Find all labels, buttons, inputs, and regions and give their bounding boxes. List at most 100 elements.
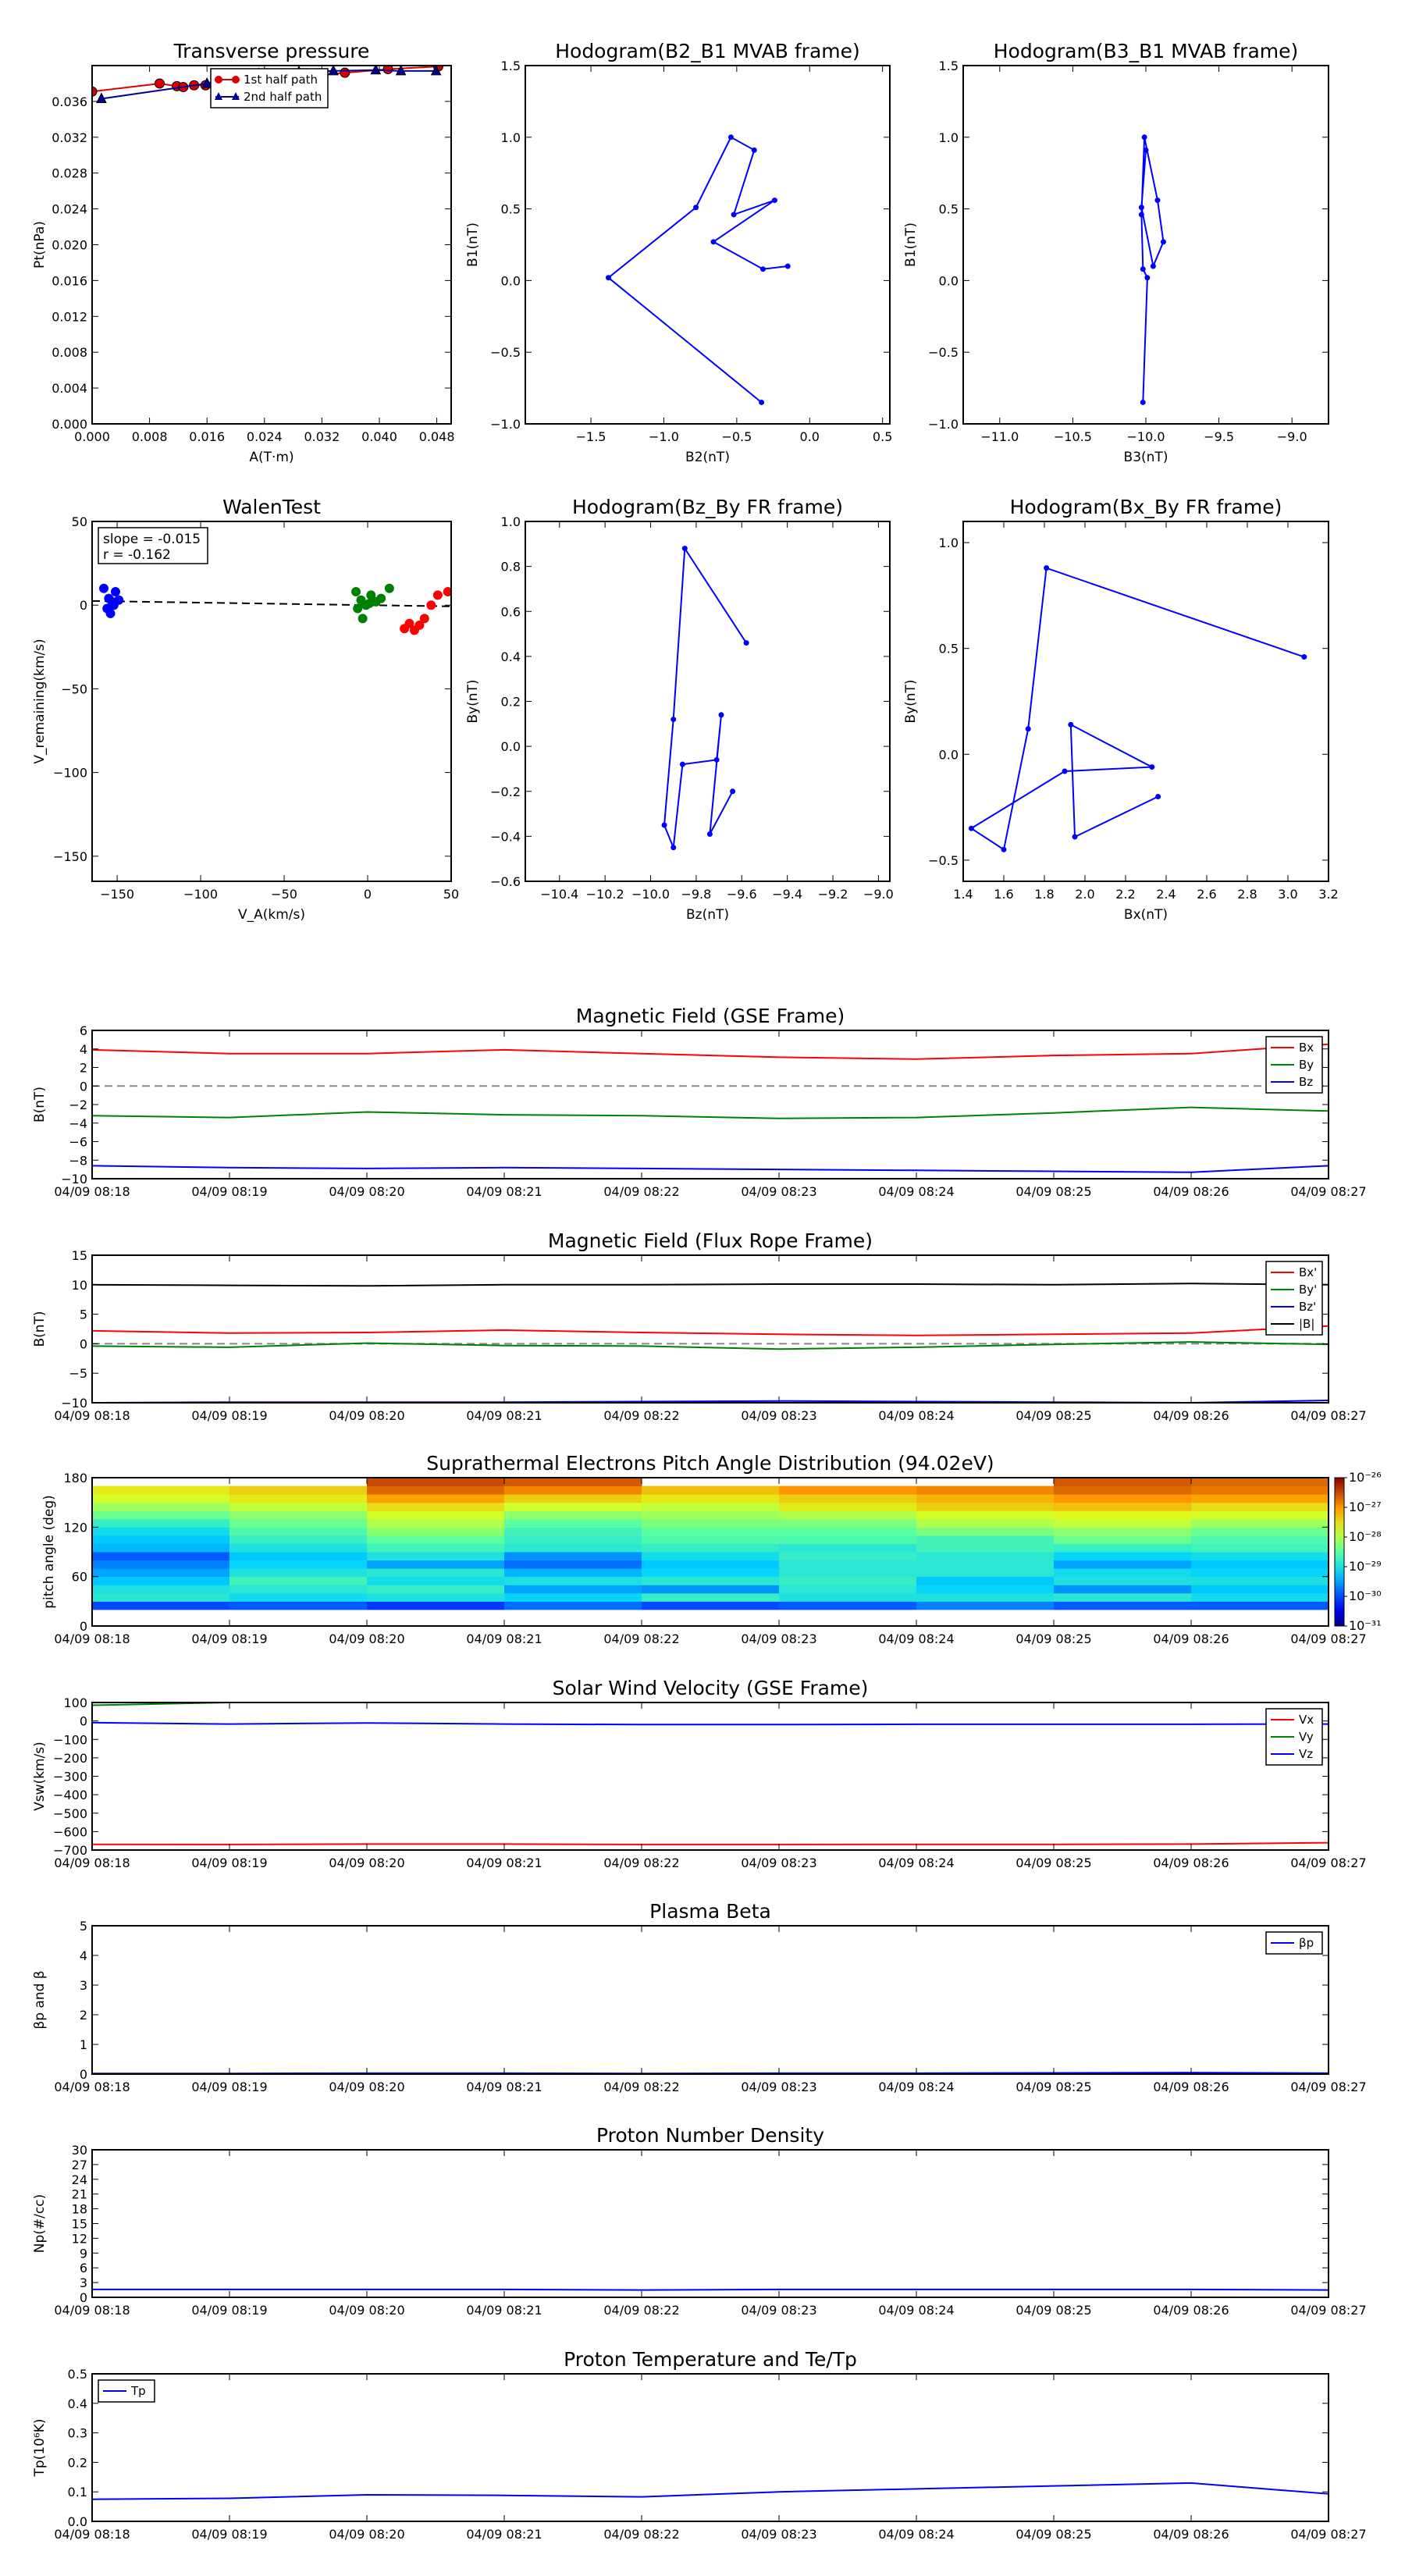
y-tick-label: 0.4: [501, 649, 521, 664]
heatmap-cell: [504, 1494, 642, 1503]
y-axis-label: By(nT): [903, 679, 919, 723]
series-Vz-line: [92, 1721, 1329, 1726]
series-By-line: [92, 1341, 1329, 1350]
heatmap-cell: [1054, 1510, 1192, 1520]
y-tick-label: −6: [69, 1135, 87, 1150]
y-axis-label: By(nT): [465, 679, 481, 723]
x-tick-label: 04/09 08:26: [1153, 1631, 1229, 1646]
heatmap-cell: [504, 1560, 642, 1569]
heatmap-cell: [642, 1552, 780, 1561]
series-Bz-line: [92, 1165, 1329, 1173]
x-tick-label: −50: [271, 887, 297, 902]
heatmap-cell: [504, 1510, 642, 1520]
plot-area: [92, 1283, 1329, 1403]
heatmap-cell: [1054, 1485, 1192, 1495]
legend-label: |B|: [1299, 1317, 1314, 1331]
heatmap-cell: [642, 1527, 780, 1536]
y-tick-label: −200: [53, 1751, 87, 1766]
y-tick-label: 0.2: [501, 695, 521, 710]
y-tick-label: 0: [80, 1619, 87, 1634]
heatmap-cell: [779, 1485, 917, 1495]
heatmap-cell: [1191, 1527, 1329, 1536]
y-tick-label: 0.3: [68, 2426, 87, 2441]
x-tick-label: 04/09 08:18: [54, 1856, 130, 1870]
x-tick-label: 04/09 08:20: [329, 1856, 404, 1870]
heatmap-cell: [1191, 1518, 1329, 1528]
y-tick-label: 6: [80, 2261, 87, 2275]
series-2ndhalfpath-point: [395, 66, 407, 76]
heatmap-cell: [642, 1485, 780, 1495]
y-tick-label: 15: [72, 2217, 87, 2232]
x-tick-label: 0.016: [189, 429, 225, 444]
heatmap-cell: [916, 1585, 1055, 1594]
heatmap-cell: [916, 1494, 1055, 1503]
colorbar-label: 10⁻³¹: [1349, 1618, 1382, 1633]
legend-label: Vx: [1299, 1713, 1314, 1727]
y-tick-label: 120: [63, 1520, 87, 1535]
series-0-point: [105, 608, 116, 618]
legend: Bx By Bz: [1265, 1036, 1323, 1094]
heatmap-cell: [92, 1560, 230, 1569]
legend: Bx' By' Bz' |B|: [1265, 1261, 1323, 1336]
y-tick-label: 4: [80, 1042, 87, 1057]
heatmap-cell: [92, 1535, 230, 1544]
heatmap-cell: [916, 1576, 1055, 1585]
x-tick-label: 04/09 08:20: [329, 1631, 404, 1646]
series-1sthalfpath-point: [92, 86, 98, 97]
y-tick-label: 0.5: [939, 642, 959, 656]
heatmap-cell: [504, 1601, 642, 1610]
heatmap-cell: [367, 1527, 505, 1536]
y-tick-label: −150: [53, 849, 87, 864]
heatmap-cell: [1054, 1518, 1192, 1528]
heatmap-cell: [1191, 1592, 1329, 1602]
y-tick-label: 0.000: [52, 417, 87, 432]
y-tick-label: 0.012: [52, 309, 87, 324]
series-Vx-line: [92, 1841, 1329, 1845]
y-tick-label: 4: [80, 1948, 87, 1963]
series-2-point: [414, 620, 425, 630]
x-tick-label: 04/09 08:19: [191, 2080, 267, 2094]
y-tick-label: 15: [72, 1248, 87, 1263]
series-Bx-line: [92, 1043, 1329, 1060]
heatmap-cell: [92, 1601, 230, 1610]
colorbar: [1334, 1477, 1345, 1627]
x-tick-label: 1.6: [994, 887, 1013, 902]
heatmap-cell: [1191, 1585, 1329, 1594]
heatmap-cell: [779, 1568, 917, 1578]
heatmap-cell: [916, 1543, 1055, 1553]
annotation-box: [98, 527, 208, 564]
y-tick-label: 0.0: [501, 739, 521, 754]
series-0-point: [718, 712, 724, 718]
x-tick-label: 04/09 08:27: [1290, 1408, 1366, 1423]
heatmap-cell: [642, 1592, 780, 1602]
y-tick-label: 1: [80, 2037, 87, 2052]
heatmap-cell: [92, 1494, 230, 1503]
heatmap-cell: [367, 1592, 505, 1602]
chart-title: Plasma Beta: [649, 1900, 771, 1923]
fit-line: [92, 600, 451, 607]
plot-area: [92, 583, 451, 635]
x-tick-label: 0.008: [132, 429, 168, 444]
x-tick-label: 04/09 08:23: [741, 2527, 816, 2542]
y-tick-label: 18: [72, 2202, 87, 2217]
panel-walen-test: −150 −100 −50 0 50 −150 −100 −50 0 50 WalenTest V_A…: [32, 496, 459, 923]
y-tick-label: −300: [53, 1770, 87, 1784]
x-tick-label: 04/09 08:24: [878, 1184, 954, 1199]
axes-frame: [91, 1030, 1329, 1179]
series-0-point: [110, 587, 120, 597]
series-0-point: [1150, 263, 1156, 269]
heatmap-cell: [229, 1543, 368, 1553]
y-tick-label: 60: [72, 1570, 87, 1585]
x-tick-label: 04/09 08:24: [878, 2080, 954, 2094]
y-tick-label: 0: [80, 2290, 87, 2305]
legend-label: Bz: [1299, 1075, 1313, 1089]
x-tick-label: 04/09 08:26: [1153, 1856, 1229, 1870]
chart-title: Hodogram(B2_B1 MVAB frame): [555, 40, 860, 62]
series-0-point: [1149, 764, 1155, 770]
heatmap-cell: [504, 1485, 642, 1495]
x-tick-label: 04/09 08:25: [1016, 1856, 1091, 1870]
heatmap-cell: [229, 1527, 368, 1536]
y-tick-label: −0.2: [490, 785, 521, 799]
heatmap-cell: [367, 1568, 505, 1578]
heatmap-cell: [367, 1518, 505, 1528]
